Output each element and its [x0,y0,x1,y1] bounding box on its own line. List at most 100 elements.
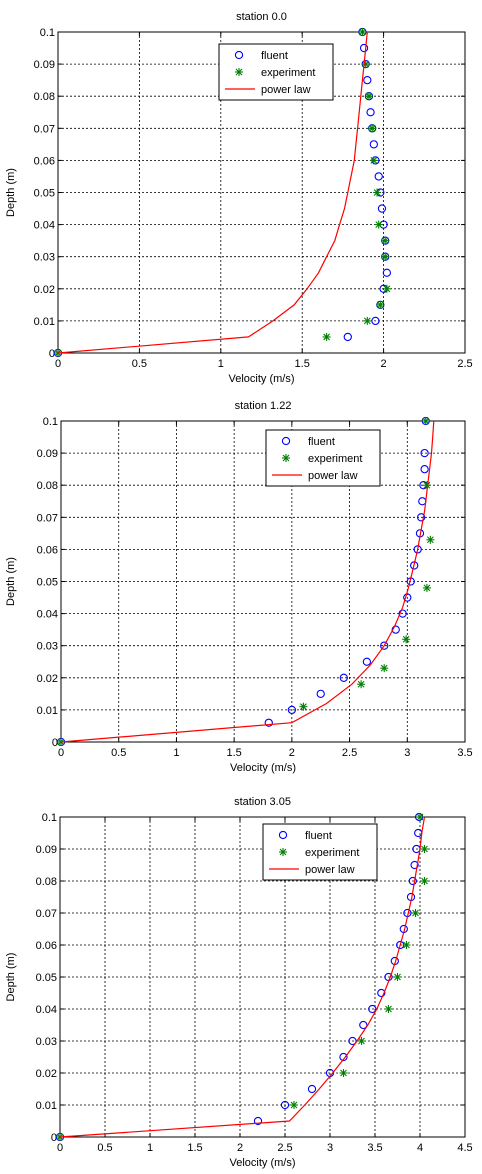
y-tick-label: 0.04 [34,220,55,232]
x-tick-label: 0 [58,747,64,759]
y-tick-label: 0 [49,348,55,360]
y-tick-label: 0.05 [36,972,57,984]
y-tick-label: 0.08 [36,876,57,888]
fluent-point [369,140,378,149]
y-tick-label: 0.07 [36,908,57,920]
fluent-point [420,448,429,458]
fluent-point [287,705,297,715]
x-tick-label: 1.5 [226,747,241,759]
experiment-point [384,1005,393,1013]
x-tick-label: 0 [57,1142,63,1154]
series-experiment [57,417,435,746]
chart-3: 0 0.5 1 1.5 2 2.5 3 3.5 4 4.5 0 0.01 0.02 0.03 0.04 0.0… [5,796,473,1169]
x-tick-label: 1 [218,358,224,370]
series-power-law [59,816,426,1138]
fluent-point [280,1100,290,1110]
y-tick-label: 0.06 [34,155,55,167]
x-tick-label: 0 [55,358,61,370]
power-law-line [59,816,426,1138]
y-tick-label: 0.02 [34,284,55,296]
legend: fluent experiment power law [262,823,378,881]
y-tick-label: 0.1 [43,416,58,428]
y-axis-label: Depth (m) [5,953,17,1002]
experiment-point [426,535,435,544]
y-tick-label: 0.03 [34,252,55,264]
y-tick-label: 0.09 [37,448,58,460]
y-tick-label: 0.02 [37,673,58,685]
experiment-point [381,252,390,261]
y-tick-label: 0.07 [37,512,58,524]
legend: fluent experiment power law [265,429,381,487]
y-tick-label: 0.01 [36,1100,57,1112]
legend-label: fluent [261,50,288,62]
experiment-point [420,877,429,885]
experiment-point [421,417,430,425]
x-axis-label: Velocity (m/s) [228,373,294,385]
y-tick-label: 0.09 [34,59,55,71]
y-tick-label: 0.01 [34,316,55,328]
experiment-point [364,92,373,101]
y-tick-label: 0.05 [37,577,58,589]
x-tick-label: 4 [417,1142,423,1154]
y-axis-label: Depth (m) [5,168,17,217]
fluent-point [398,609,407,618]
fluent-point [253,1116,263,1126]
legend-circle-marker [281,436,291,446]
x-tick-label: 0.5 [111,747,126,759]
chart-2: 0 0.5 1 1.5 2 2.5 3 3.5 0 0.01 0.02 0.03 0.04 0.05 0.0… [5,400,473,774]
y-tick-label: 0.03 [36,1036,57,1048]
y-tick-label: 0.1 [42,812,57,824]
fluent-point [374,172,383,181]
legend-label: experiment [308,453,362,465]
y-tick-label: 0.06 [36,940,57,952]
y-tick-label: 0.04 [37,609,58,621]
experiment-point [299,702,308,711]
x-tick-label: 0.5 [132,358,147,370]
fluent-point [363,76,372,85]
x-tick-label: 1 [147,1142,153,1154]
x-tick-label: 4.5 [457,1142,472,1154]
fluent-point [371,316,380,326]
experiment-point [416,813,424,821]
experiment-point [357,680,366,689]
experiment-point [376,300,385,309]
legend-circle-marker [234,50,244,60]
y-tick-label: 0.08 [37,480,58,492]
y-tick-label: 0.08 [34,91,55,103]
x-tick-label: 1.5 [295,358,310,370]
experiment-point [368,124,377,133]
fluent-point [339,673,348,682]
power-law-line [60,420,435,743]
legend-circle-marker [278,830,288,840]
series-power-law [60,420,435,743]
chart-title: station 1.22 [235,400,292,412]
chart-title: station 0.0 [236,11,287,23]
fluent-point [343,332,352,342]
x-axis-label: Velocity (m/s) [230,762,296,774]
series-experiment [56,813,429,1141]
legend-star-marker [235,68,243,76]
legend: fluent experiment power law [218,43,334,101]
legend-label: experiment [261,67,315,79]
experiment-point [363,316,372,325]
fluent-point [403,593,412,602]
x-tick-label: 2 [289,747,295,759]
experiment-point [422,583,431,592]
fluent-point [377,988,386,998]
legend-label: fluent [308,436,335,448]
experiment-point [357,1037,366,1045]
fluent-point [348,1036,357,1046]
x-tick-label: 1 [173,747,179,759]
experiment-point [373,188,382,197]
x-tick-label: 3.5 [367,1142,382,1154]
fluent-point [377,204,387,213]
experiment-point [382,284,391,293]
fluent-point [264,718,273,727]
legend-star-marker [282,454,290,462]
x-tick-label: 2.5 [277,1142,292,1154]
y-tick-label: 0.1 [40,27,55,39]
x-tick-label: 2.5 [457,358,472,370]
fluent-point [366,108,375,117]
legend-star-marker [279,848,287,856]
